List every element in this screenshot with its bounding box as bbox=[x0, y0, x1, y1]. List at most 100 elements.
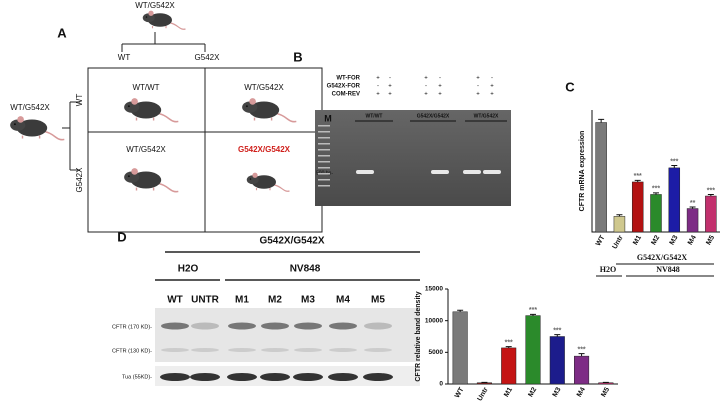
blot-band bbox=[261, 322, 289, 330]
y-axis-label: CFTR mRNA expression bbox=[579, 131, 586, 212]
primer-sign: + bbox=[490, 84, 494, 90]
x-tick-label: M1 bbox=[632, 234, 643, 246]
band-label: Tua (55KD)- bbox=[122, 374, 152, 380]
error-bar bbox=[689, 206, 696, 209]
x-tick-label: M3 bbox=[552, 386, 563, 398]
punnett-dividers bbox=[88, 68, 322, 232]
mouse-tail bbox=[159, 183, 179, 193]
mouse bbox=[124, 168, 179, 193]
x-tick-label: Untr bbox=[611, 234, 624, 250]
gel-band bbox=[431, 170, 449, 174]
loading-band bbox=[293, 373, 323, 381]
mouse-eye bbox=[127, 105, 130, 108]
ladder-band bbox=[318, 143, 330, 145]
ladder-band bbox=[318, 179, 330, 181]
y-tick-label: 0 bbox=[439, 381, 443, 388]
blot bbox=[155, 308, 420, 362]
genotype-label: G542X/G542X bbox=[259, 236, 324, 247]
bar bbox=[650, 194, 662, 233]
primer-sign: + bbox=[476, 76, 480, 82]
loading-band bbox=[190, 373, 220, 381]
blot-band bbox=[161, 348, 189, 352]
mouse-feet bbox=[135, 117, 155, 121]
gel-band bbox=[356, 170, 374, 174]
mouse-eye bbox=[249, 178, 252, 180]
significance: *** bbox=[634, 173, 642, 180]
blot-band bbox=[228, 322, 256, 330]
bar bbox=[595, 122, 607, 233]
mouse-tail bbox=[274, 184, 290, 192]
error-bar bbox=[530, 313, 536, 316]
bar bbox=[613, 216, 626, 233]
bar bbox=[598, 382, 614, 385]
bar bbox=[668, 167, 681, 233]
loading-band bbox=[260, 373, 290, 381]
x-tick-label: WT bbox=[454, 386, 466, 400]
treatment-label: NV848 bbox=[656, 265, 680, 274]
lane-label: WT bbox=[167, 295, 183, 306]
mouse bbox=[10, 116, 65, 141]
mouse-eye bbox=[13, 123, 16, 126]
primer-sign: + bbox=[376, 76, 380, 82]
mouse-feet bbox=[253, 117, 273, 121]
mouse-feet bbox=[21, 135, 41, 139]
significance: *** bbox=[670, 158, 678, 165]
y-tick-label: 5000 bbox=[429, 349, 444, 356]
mouse-ear bbox=[131, 168, 138, 175]
loading-band bbox=[227, 373, 257, 381]
column-label: G542X bbox=[195, 53, 221, 62]
mouse-tail bbox=[159, 113, 179, 123]
lane-label: UNTR bbox=[191, 295, 220, 306]
significance: *** bbox=[577, 346, 585, 353]
marker-label: M bbox=[324, 113, 332, 123]
bar bbox=[501, 347, 517, 385]
significance: *** bbox=[529, 307, 537, 314]
error-bar bbox=[505, 346, 512, 348]
significance: *** bbox=[652, 186, 660, 193]
cross-parent-label: WT/G542X bbox=[10, 103, 50, 112]
x-tick-label: WT bbox=[595, 234, 607, 248]
mouse bbox=[142, 10, 186, 30]
primer-sign: - bbox=[389, 76, 391, 82]
significance: *** bbox=[505, 339, 513, 346]
group-label: WT/WT bbox=[366, 113, 383, 119]
x-tick-label: Untr bbox=[476, 386, 489, 402]
error-bar bbox=[598, 118, 605, 123]
error-bar bbox=[578, 353, 585, 357]
mouse-ear bbox=[252, 172, 258, 178]
ladder-band bbox=[318, 125, 330, 127]
primer-sign: + bbox=[388, 84, 392, 90]
error-bar bbox=[671, 165, 678, 168]
mouse bbox=[242, 98, 297, 123]
x-tick-label: M5 bbox=[600, 386, 611, 398]
cell-label: WT/WT bbox=[132, 83, 159, 92]
mouse-tail bbox=[45, 131, 65, 141]
error-bar bbox=[457, 309, 464, 312]
panel-label: A bbox=[57, 25, 67, 40]
primer-sign: + bbox=[424, 92, 428, 98]
primer-sign: - bbox=[425, 84, 427, 90]
column-label: WT bbox=[118, 53, 131, 62]
mouse-feet bbox=[151, 26, 167, 29]
ladder-band bbox=[318, 185, 330, 187]
mouse bbox=[124, 98, 179, 123]
blot-band bbox=[294, 322, 322, 330]
treatment-label: NV848 bbox=[290, 264, 321, 275]
y-tick-label: 15000 bbox=[425, 286, 443, 293]
error-bar bbox=[616, 214, 623, 217]
primer-sign: - bbox=[377, 84, 379, 90]
mouse-feet bbox=[255, 188, 271, 191]
blot-band bbox=[228, 348, 256, 352]
parent-label: WT/G542X bbox=[135, 1, 175, 10]
ladder-band bbox=[318, 161, 330, 163]
x-tick-label: M2 bbox=[527, 386, 538, 398]
blot-band bbox=[329, 348, 357, 352]
group-lines bbox=[155, 251, 420, 281]
significance: ** bbox=[690, 200, 696, 207]
primer-sign: + bbox=[376, 92, 380, 98]
mouse bbox=[246, 172, 290, 192]
bar bbox=[476, 382, 492, 385]
cross-lines bbox=[62, 32, 206, 171]
x-tick-label: M1 bbox=[503, 386, 514, 398]
